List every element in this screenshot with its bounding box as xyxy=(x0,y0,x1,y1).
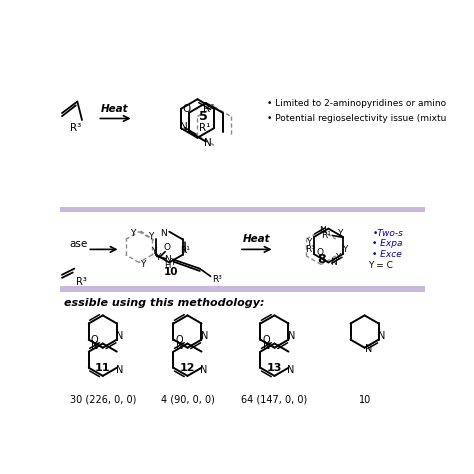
Text: R³: R³ xyxy=(305,246,315,255)
Text: O: O xyxy=(164,243,171,252)
Text: N: N xyxy=(180,121,188,132)
Text: 10: 10 xyxy=(164,267,178,277)
Text: Y: Y xyxy=(140,259,146,268)
Text: Y: Y xyxy=(155,253,161,262)
Text: 11: 11 xyxy=(95,363,110,373)
Text: N: N xyxy=(161,229,167,238)
Text: 13: 13 xyxy=(267,363,282,373)
Text: ase: ase xyxy=(70,239,88,249)
Text: Y: Y xyxy=(171,258,176,267)
Text: O: O xyxy=(183,104,191,114)
Text: • Exce: • Exce xyxy=(372,249,402,258)
Text: R¹: R¹ xyxy=(321,231,331,240)
Text: Heat: Heat xyxy=(243,234,271,245)
Text: Y: Y xyxy=(337,229,343,238)
Text: • Limited to 2-aminopyridines or amino: • Limited to 2-aminopyridines or amino xyxy=(267,99,446,108)
Bar xyxy=(61,207,425,212)
Text: O: O xyxy=(262,335,270,345)
Text: Y: Y xyxy=(306,237,311,246)
Text: Heat: Heat xyxy=(100,104,128,114)
Text: N: N xyxy=(365,345,372,355)
Text: Y: Y xyxy=(151,247,156,256)
Text: N: N xyxy=(319,226,326,235)
Text: N: N xyxy=(288,331,295,341)
Text: essible using this methodology:: essible using this methodology: xyxy=(64,298,265,308)
Text: • Potential regioselectivity issue (mixtu: • Potential regioselectivity issue (mixt… xyxy=(267,114,446,123)
Text: N: N xyxy=(204,138,212,148)
Text: R³: R³ xyxy=(76,277,87,288)
Bar xyxy=(61,286,425,292)
Text: 5: 5 xyxy=(199,110,208,123)
Text: O: O xyxy=(316,248,323,257)
Text: N: N xyxy=(201,331,208,341)
Text: R¹: R¹ xyxy=(199,123,210,133)
Text: H: H xyxy=(164,261,171,270)
Text: N: N xyxy=(164,255,171,264)
Text: Y: Y xyxy=(342,245,347,254)
Text: 12: 12 xyxy=(180,363,195,373)
Text: N: N xyxy=(263,341,271,351)
Text: N: N xyxy=(91,341,99,351)
Text: N: N xyxy=(287,365,294,375)
Text: Y: Y xyxy=(148,232,154,241)
Text: 30 (226, 0, 0): 30 (226, 0, 0) xyxy=(70,394,136,404)
Text: R³: R³ xyxy=(202,104,214,114)
Text: N: N xyxy=(116,331,124,341)
Text: • Expa: • Expa xyxy=(372,239,403,248)
Text: Y: Y xyxy=(130,229,136,237)
Text: R³: R³ xyxy=(70,124,82,134)
Text: •Two-s: •Two-s xyxy=(372,229,403,238)
Text: 4 (90, 0, 0): 4 (90, 0, 0) xyxy=(161,394,214,404)
Text: N: N xyxy=(176,341,183,351)
Text: O: O xyxy=(175,335,182,345)
Text: R¹: R¹ xyxy=(180,246,190,255)
Text: N: N xyxy=(200,365,208,375)
Text: N: N xyxy=(329,258,337,267)
Text: O: O xyxy=(91,335,98,345)
Text: 10: 10 xyxy=(358,394,371,404)
Text: Y: Y xyxy=(335,253,341,262)
Text: N: N xyxy=(116,365,124,375)
Text: Y = C: Y = C xyxy=(368,261,393,270)
Text: R³: R³ xyxy=(212,275,222,284)
Text: N: N xyxy=(378,331,385,341)
Text: 8: 8 xyxy=(318,253,326,266)
Text: 64 (147, 0, 0): 64 (147, 0, 0) xyxy=(241,394,308,404)
